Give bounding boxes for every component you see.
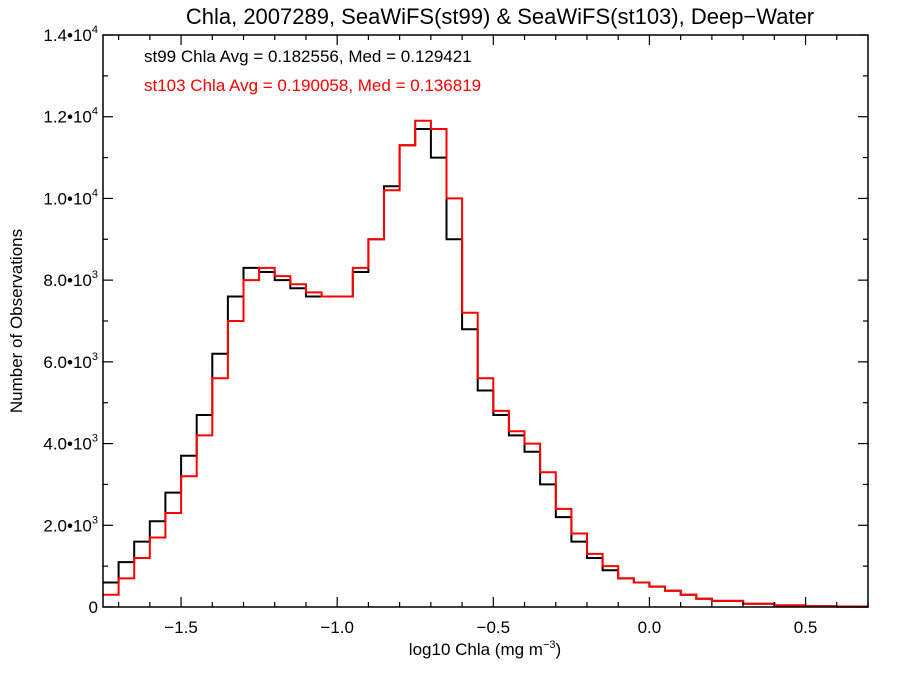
y-axis-label: Number of Observations bbox=[7, 229, 26, 413]
axis-ticks-group: −1.5 −1.0 −0.5 0.0 0.5 0 2.0•103 4.0•103 6.0•103… bbox=[43, 24, 869, 637]
x-tick-label: −0.5 bbox=[477, 618, 511, 637]
histogram-series-1 bbox=[103, 119, 869, 608]
histogram-series-0 bbox=[103, 128, 869, 608]
y-tick-label: 1.2•104 bbox=[43, 106, 98, 127]
y-tick-label: 1.0•104 bbox=[43, 187, 98, 208]
x-tick-label: 0.5 bbox=[794, 618, 818, 637]
x-axis-label-main: log10 Chla (mg m bbox=[409, 640, 543, 659]
y-tick-label: 0 bbox=[89, 598, 98, 617]
data-series-group bbox=[103, 119, 869, 608]
x-axis-label: log10 Chla (mg m−3) bbox=[409, 639, 561, 659]
st103-stats-annotation: st103 Chla Avg = 0.190058, Med = 0.13681… bbox=[144, 76, 481, 95]
y-tick-label: 2.0•103 bbox=[43, 514, 98, 535]
x-axis-label-close: ) bbox=[556, 640, 562, 659]
st99-stats-annotation: st99 Chla Avg = 0.182556, Med = 0.129421 bbox=[144, 47, 472, 66]
y-tick-label: 1.4•104 bbox=[43, 24, 98, 45]
x-tick-label: −1.5 bbox=[164, 618, 198, 637]
x-tick-label: −1.0 bbox=[320, 618, 354, 637]
x-axis-label-exponent: −3 bbox=[543, 639, 556, 651]
y-tick-label: 4.0•103 bbox=[43, 433, 98, 454]
x-tick-label: 0.0 bbox=[638, 618, 662, 637]
chart-title: Chla, 2007289, SeaWiFS(st99) & SeaWiFS(s… bbox=[186, 4, 814, 29]
y-tick-label: 6.0•103 bbox=[43, 351, 98, 372]
y-tick-label: 8.0•103 bbox=[43, 269, 98, 290]
plot-frame bbox=[102, 34, 869, 608]
